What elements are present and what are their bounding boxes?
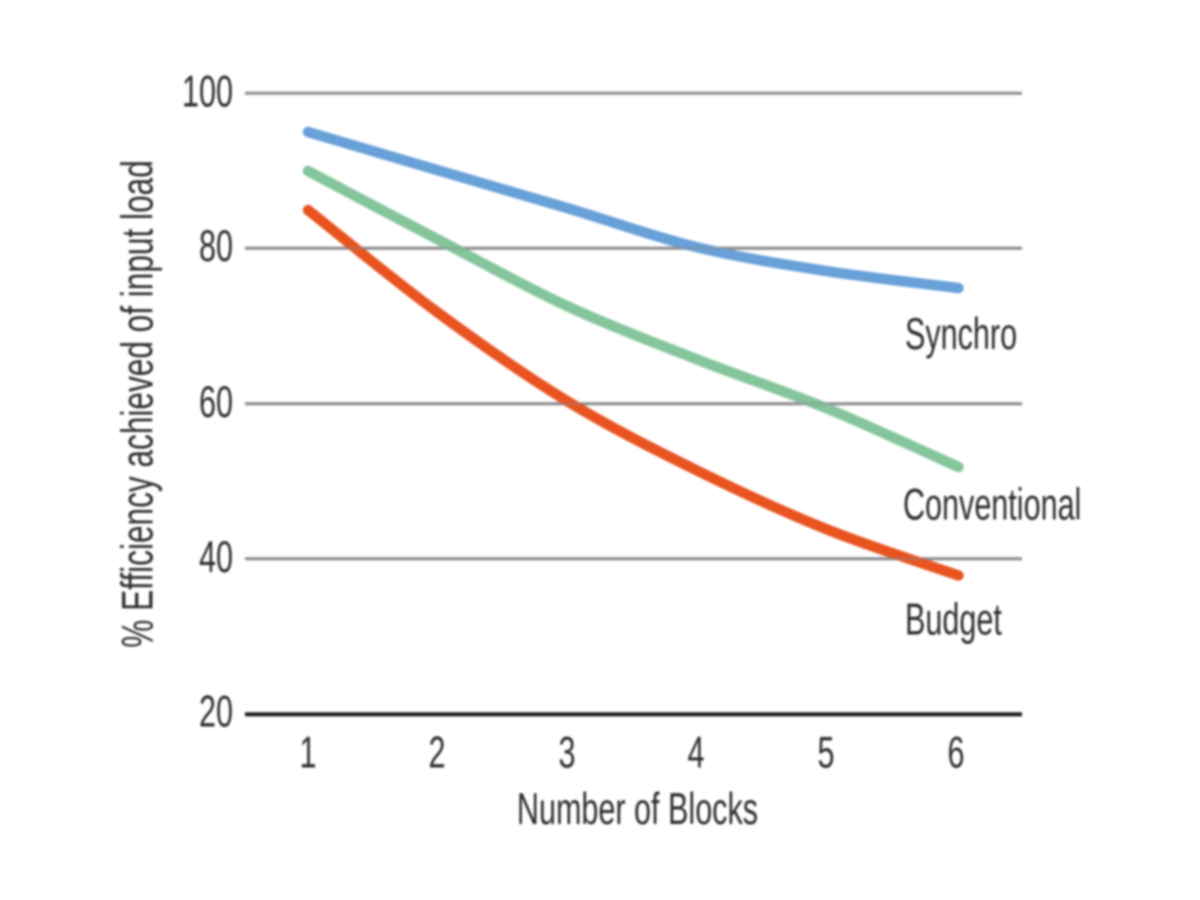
svg-text:Conventional: Conventional [903, 480, 1081, 530]
svg-text:20: 20 [199, 687, 233, 737]
svg-text:40: 40 [199, 532, 233, 582]
svg-text:80: 80 [199, 222, 233, 272]
svg-text:Budget: Budget [905, 595, 1002, 645]
svg-text:Synchro: Synchro [905, 309, 1017, 359]
svg-text:% Efficiency achieved of input: % Efficiency achieved of input load [113, 160, 163, 648]
svg-text:100: 100 [182, 67, 233, 117]
svg-text:4: 4 [687, 728, 704, 778]
svg-text:60: 60 [199, 377, 233, 427]
svg-text:2: 2 [428, 728, 445, 778]
svg-text:5: 5 [817, 728, 834, 778]
svg-text:6: 6 [948, 728, 965, 778]
svg-text:1: 1 [299, 728, 316, 778]
svg-text:3: 3 [558, 728, 575, 778]
svg-text:Number of Blocks: Number of Blocks [517, 784, 758, 834]
